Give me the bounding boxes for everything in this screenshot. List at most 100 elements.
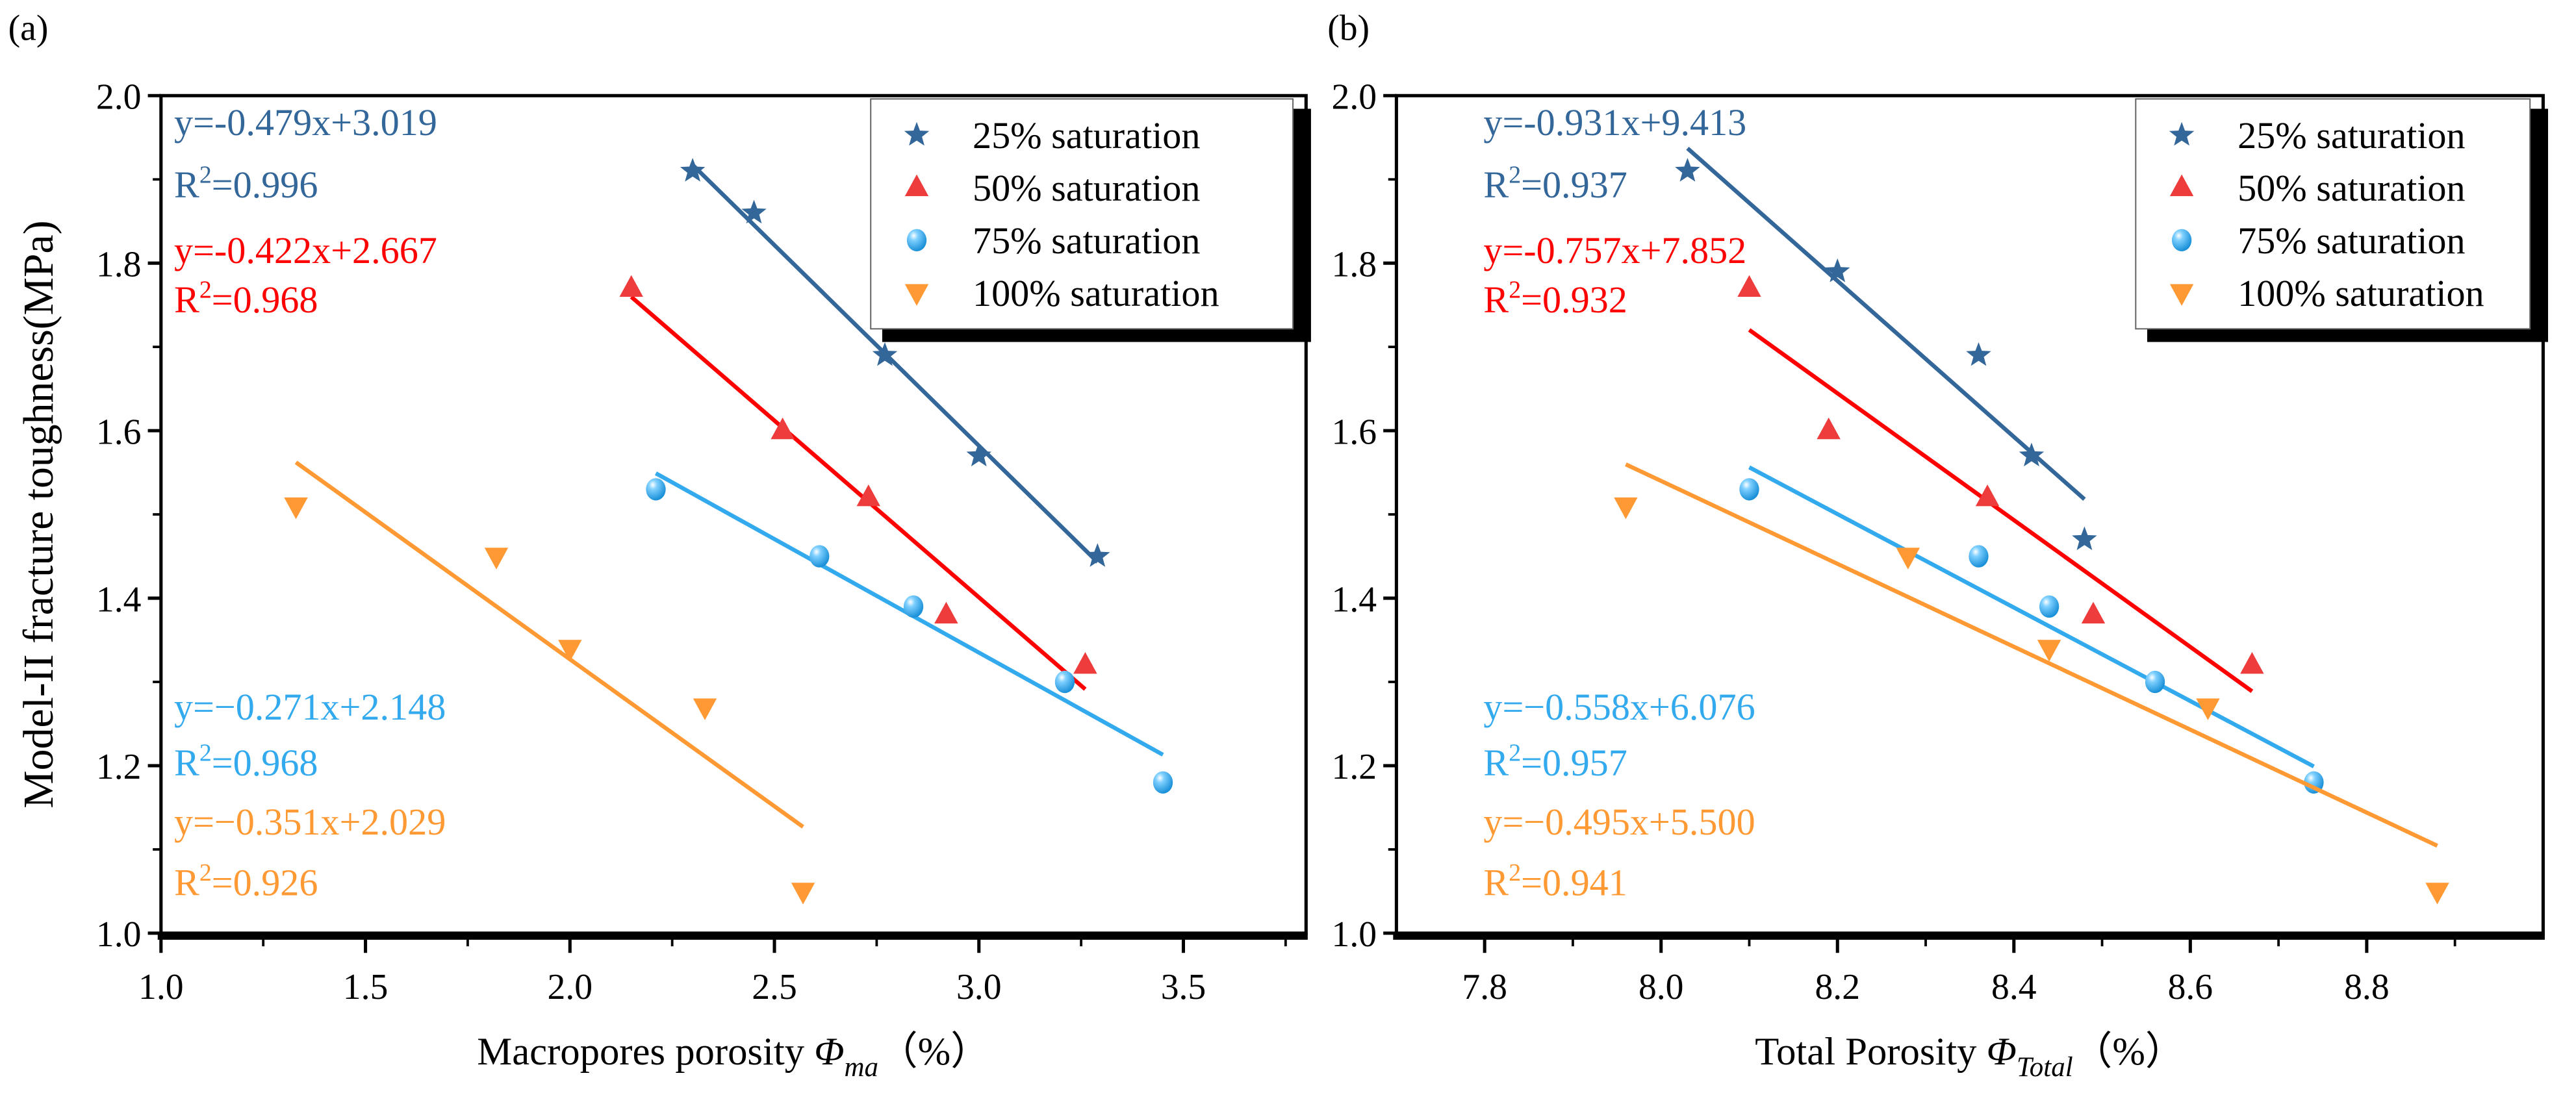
- y-tick-label: 2.0: [1332, 77, 1377, 117]
- data-point: [966, 442, 991, 467]
- data-point: [558, 640, 582, 662]
- data-point: [1739, 478, 1759, 501]
- legend-box: [2135, 98, 2531, 330]
- data-point: [1896, 547, 1920, 570]
- data-point: [2081, 601, 2106, 623]
- x-tick-label: 2.5: [752, 967, 797, 1007]
- data-point: [680, 158, 706, 182]
- x-tick-label: 2.0: [548, 967, 593, 1007]
- series-50-saturation: y=-0.422x+2.667 R2=0.968: [174, 229, 1097, 691]
- r2-value: =0.932: [1521, 279, 1627, 321]
- y-tick-label: 1.4: [96, 579, 142, 620]
- x-tick-label: 8.0: [1639, 967, 1684, 1007]
- data-point: [484, 547, 509, 570]
- r2-value: =0.996: [212, 164, 318, 206]
- r2-superscript: 2: [199, 739, 212, 766]
- r2-superscript: 2: [1509, 859, 1521, 886]
- r2-superscript: 2: [199, 276, 212, 303]
- legend-label: 75% saturation: [973, 220, 1200, 262]
- x-label-text: Total Porosity: [1755, 1030, 1977, 1074]
- data-point: [693, 698, 717, 720]
- y-tick-label: 1.6: [1332, 412, 1377, 452]
- data-point: [791, 883, 815, 905]
- legend-label: 50% saturation: [2238, 167, 2465, 209]
- panel-b: (b) 1.0 1.2 1.4 1.6 1.8 2.0 7.8 8.0 8.2 8.4 8.6 8.8 T…: [1327, 8, 2549, 1083]
- legend: 25% saturation 50% saturation 75% saturati…: [870, 98, 1311, 342]
- legend-label: 100% saturation: [2238, 272, 2484, 314]
- legend-marker: [904, 284, 929, 306]
- data-point: [1966, 342, 1991, 366]
- fit-equation: y=−0.495x+5.500: [1483, 801, 1755, 843]
- fit-equation: y=-0.931x+9.413: [1483, 101, 1746, 144]
- r2-superscript: 2: [1509, 276, 1521, 303]
- legend-label: 75% saturation: [2238, 220, 2465, 262]
- r2-value: =0.968: [212, 742, 318, 784]
- x-tick-label: 8.8: [2344, 967, 2390, 1007]
- r2-superscript: 2: [1509, 739, 1521, 766]
- r-squared: R2=0.968: [174, 739, 318, 784]
- data-point: [1969, 545, 1989, 568]
- x-tick-label: 7.8: [1462, 967, 1507, 1007]
- series-75-saturation: y=−0.558x+6.076 R2=0.957: [1483, 465, 2324, 794]
- legend-label: 50% saturation: [973, 167, 1200, 209]
- x-tick-label: 1.0: [138, 967, 184, 1007]
- data-point: [2145, 670, 2165, 694]
- r-squared: R2=0.937: [1483, 161, 1627, 206]
- fit-line: [294, 460, 804, 829]
- data-point: [2072, 526, 2097, 551]
- data-point: [2425, 883, 2449, 905]
- fit-equation: y=-0.479x+3.019: [174, 101, 437, 144]
- panel-label: (b): [1327, 8, 1370, 48]
- r2-value: =0.941: [1521, 862, 1627, 904]
- r2-value: =0.968: [212, 279, 318, 321]
- x-tick-label: 3.0: [956, 967, 1002, 1007]
- data-point: [856, 484, 880, 507]
- y-tick-label: 1.8: [96, 244, 142, 284]
- r-squared: R2=0.932: [1483, 276, 1627, 321]
- fit-line: [1748, 328, 2254, 694]
- r-squared: R2=0.957: [1483, 739, 1627, 784]
- data-point: [2039, 595, 2060, 618]
- data-point: [1825, 258, 1850, 283]
- legend-label: 25% saturation: [2238, 114, 2465, 157]
- series-75-saturation: y=−0.271x+2.148 R2=0.968: [174, 471, 1173, 794]
- data-point: [1675, 158, 1700, 182]
- r2-value: =0.957: [1521, 742, 1627, 784]
- data-point: [2019, 442, 2045, 467]
- fit-equation: y=-0.422x+2.667: [174, 229, 437, 271]
- x-label-unit: （%）: [878, 1030, 990, 1074]
- series-25-saturation: y=-0.931x+9.413 R2=0.937: [1483, 101, 2097, 551]
- data-point: [741, 199, 767, 224]
- r2-symbol: R: [1483, 742, 1509, 784]
- x-label-symbol: Φ: [814, 1030, 844, 1074]
- y-tick-label: 1.4: [1332, 579, 1377, 620]
- data-point: [810, 545, 830, 568]
- fit-line: [691, 163, 1099, 564]
- data-point: [1614, 497, 1638, 520]
- data-point: [872, 342, 898, 366]
- r2-value: =0.926: [212, 862, 318, 904]
- r2-symbol: R: [174, 862, 199, 904]
- y-tick-label: 1.2: [96, 747, 142, 787]
- data-point: [1737, 275, 1761, 297]
- x-tick-label: 1.5: [343, 967, 389, 1007]
- fit-line: [1625, 462, 2438, 848]
- legend-label: 100% saturation: [973, 272, 1219, 314]
- data-point: [2196, 698, 2220, 720]
- y-tick-label: 1.8: [1332, 244, 1377, 284]
- data-point: [934, 601, 958, 623]
- r2-superscript: 2: [1509, 161, 1521, 188]
- fit-equation: y=−0.271x+2.148: [174, 686, 446, 728]
- data-point: [284, 497, 308, 520]
- legend-marker: [2169, 174, 2194, 197]
- x-label-subscript: Total: [2017, 1052, 2073, 1083]
- panel-a: (a) 1.0 1.2 1.4 1.6 1.8 2.0 1.0 1.5 2.0 2.5 3.0 3.5 M…: [8, 8, 1311, 1083]
- x-label-text: Macropores porosity: [477, 1030, 804, 1074]
- r2-value: =0.937: [1521, 164, 1627, 206]
- y-tick-label: 1.6: [96, 412, 142, 452]
- x-label-symbol: Φ: [1987, 1030, 2017, 1074]
- x-axis-label: Total Porosity ΦTotal（%）: [1755, 1030, 2184, 1083]
